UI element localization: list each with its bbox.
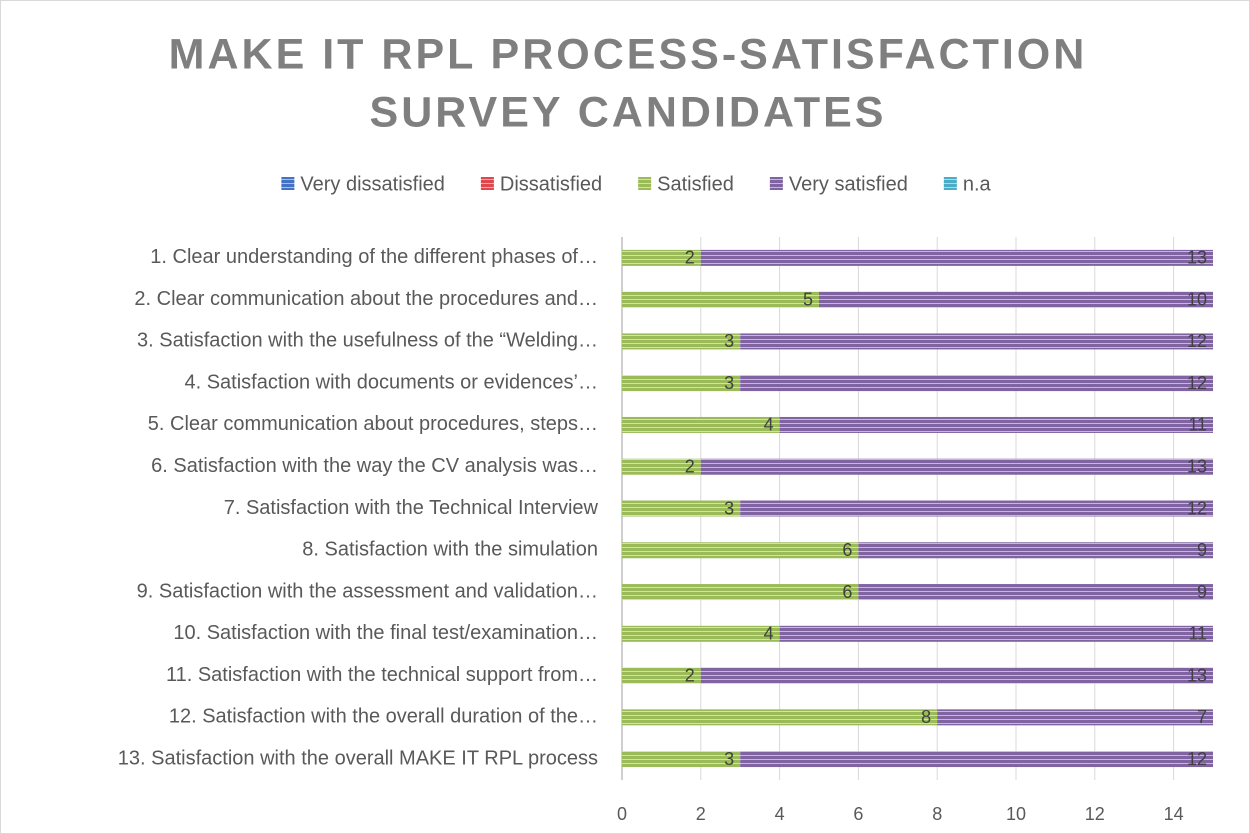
bar-segment: [622, 584, 859, 601]
category-label: 3. Satisfaction with the usefulness of t…: [137, 330, 598, 352]
data-label: 4: [764, 415, 774, 435]
x-tick-label: 0: [617, 804, 627, 824]
legend: Very dissatisfied Dissatisfied Satisfied Ve…: [281, 173, 992, 195]
bar-segment: [937, 709, 1213, 726]
legend-swatch: [281, 177, 295, 190]
data-label: 11: [1188, 624, 1207, 644]
bar-segment: [622, 416, 780, 433]
bar-segment: [700, 667, 1213, 684]
legend-label: Dissatisfied: [500, 173, 602, 195]
bar-segment: [858, 542, 1213, 559]
category-label: 11. Satisfaction with the technical supp…: [166, 664, 598, 686]
data-label: 13: [1187, 456, 1207, 476]
legend-label: Satisfied: [657, 173, 734, 195]
bar-segment: [622, 542, 859, 559]
category-label: 10. Satisfaction with the final test/exa…: [173, 622, 598, 644]
bar-segment: [779, 416, 1213, 433]
category-label: 9. Satisfaction with the assessment and …: [137, 580, 598, 602]
data-label: 4: [764, 624, 774, 644]
data-label: 2: [685, 665, 695, 685]
data-label: 10: [1187, 289, 1207, 309]
x-tick-label: 8: [932, 804, 942, 824]
data-label: 13: [1187, 248, 1207, 268]
data-label: 13: [1187, 665, 1207, 685]
data-label: 6: [842, 582, 852, 602]
data-label: 9: [1197, 582, 1207, 602]
legend-swatch: [638, 177, 652, 190]
bar-segment: [779, 625, 1213, 642]
x-tick-label: 6: [853, 804, 863, 824]
x-tick-label: 12: [1085, 804, 1105, 824]
category-label: 1. Clear understanding of the different …: [150, 246, 598, 268]
category-label: 13. Satisfaction with the overall MAKE I…: [118, 747, 598, 769]
chart-title: MAKE IT RPL PROCESS-SATISFACTION: [169, 30, 1088, 78]
data-label: 12: [1187, 498, 1207, 518]
legend-swatch: [480, 177, 494, 190]
bar-segment: [622, 751, 741, 768]
legend-label: Very satisfied: [789, 173, 908, 195]
data-label: 8: [921, 707, 931, 727]
data-label: 12: [1187, 749, 1207, 769]
bar-segment: [819, 291, 1213, 308]
data-label: 11: [1188, 415, 1207, 435]
data-label: 2: [685, 456, 695, 476]
legend-label: n.a: [963, 173, 992, 195]
bar-segment: [858, 584, 1213, 601]
data-label: 7: [1197, 707, 1207, 727]
bar-segment: [622, 249, 701, 266]
legend-swatch: [769, 177, 783, 190]
bar-segment: [700, 458, 1213, 475]
data-label: 3: [724, 749, 734, 769]
x-tick-label: 10: [1006, 804, 1026, 824]
category-label: 2. Clear communication about the procedu…: [134, 288, 598, 310]
x-tick-label: 14: [1164, 804, 1184, 824]
data-label: 3: [724, 331, 734, 351]
data-label: 3: [724, 498, 734, 518]
data-label: 2: [685, 248, 695, 268]
bar-segment: [622, 625, 780, 642]
category-label: 4. Satisfaction with documents or eviden…: [184, 371, 598, 393]
data-label: 5: [803, 289, 813, 309]
bar-segment: [740, 500, 1213, 517]
x-tick-label: 2: [696, 804, 706, 824]
bar-segment: [740, 375, 1213, 392]
bar-segment: [622, 709, 938, 726]
bar-segment: [740, 751, 1213, 768]
category-label: 8. Satisfaction with the simulation: [302, 539, 598, 561]
bar-segment: [622, 667, 701, 684]
data-label: 6: [842, 540, 852, 560]
x-tick-label: 4: [775, 804, 785, 824]
data-label: 3: [724, 373, 734, 393]
category-label: 12. Satisfaction with the overall durati…: [169, 706, 598, 728]
category-label: 6. Satisfaction with the way the CV anal…: [151, 455, 598, 477]
data-label: 12: [1187, 331, 1207, 351]
legend-swatch: [943, 177, 957, 190]
bar-segment: [740, 333, 1213, 350]
legend-label: Very dissatisfied: [300, 173, 445, 195]
bar-segment: [622, 375, 741, 392]
category-label: 7. Satisfaction with the Technical Inter…: [224, 497, 599, 519]
bar-segment: [622, 291, 819, 308]
category-label: 5. Clear communication about procedures,…: [148, 413, 598, 435]
data-label: 12: [1187, 373, 1207, 393]
bar-segment: [700, 249, 1213, 266]
data-label: 9: [1197, 540, 1207, 560]
chart-title: SURVEY CANDIDATES: [370, 88, 887, 136]
bar-segment: [622, 333, 741, 350]
bar-segment: [622, 500, 741, 517]
bar-segment: [622, 458, 701, 475]
